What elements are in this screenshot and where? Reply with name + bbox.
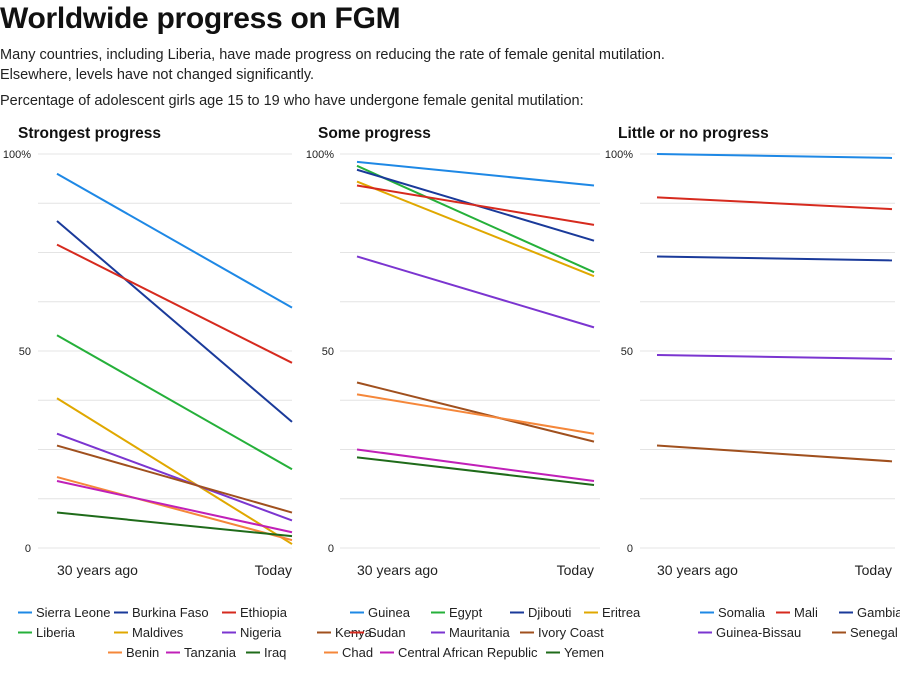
panel-3-series-line-mali bbox=[656, 196, 893, 211]
panel-3-xtick-label: Today bbox=[855, 562, 892, 578]
panel-1-legend-label-ethiopia: Ethiopia bbox=[240, 605, 288, 620]
panel-2-legend-label-eritrea: Eritrea bbox=[602, 605, 641, 620]
panel-2-series-line-eritrea bbox=[356, 180, 595, 278]
panel-3-ytick-label: 100% bbox=[605, 149, 633, 161]
panel-2-xtick-label: 30 years ago bbox=[357, 562, 438, 578]
panel-1-series-line-tanzania bbox=[56, 480, 293, 534]
panel-2-series-line-yemen bbox=[356, 456, 595, 486]
panel-2-series-line-ivory-coast bbox=[356, 381, 595, 443]
panel-1-legend-label-tanzania: Tanzania bbox=[184, 645, 237, 660]
panel-2-series-line-mauritania bbox=[356, 255, 595, 329]
panel-2-series-line-chad bbox=[356, 393, 595, 435]
panel-2-title: Some progress bbox=[318, 125, 431, 142]
panel-3-ytick-label: 0 bbox=[627, 543, 633, 555]
panel-2-series-line-guinea bbox=[356, 160, 595, 187]
panel-3-legend-label-gambia: Gambia bbox=[857, 605, 900, 620]
subtitle-line-1: Many countries, including Liberia, have … bbox=[0, 47, 665, 63]
page-title: Worldwide progress on FGM bbox=[0, 2, 401, 35]
panel-2-xtick-label: Today bbox=[557, 562, 594, 578]
panel-3-series-line-gambia bbox=[656, 255, 893, 262]
panel-1-legend-label-iraq: Iraq bbox=[264, 645, 286, 660]
panel-3-legend-label-guinea-bissau: Guinea-Bissau bbox=[716, 625, 801, 640]
panel-1-legend-label-burkina-faso: Burkina Faso bbox=[132, 605, 209, 620]
panel-2-legend-label-central-african-republic: Central African Republic bbox=[398, 645, 538, 660]
panel-3-ytick-label: 50 bbox=[621, 346, 633, 358]
panel-2-legend-label-sudan: Sudan bbox=[368, 625, 406, 640]
panel-2-legend-label-djibouti: Djibouti bbox=[528, 605, 571, 620]
panel-1-legend-label-maldives: Maldives bbox=[132, 625, 184, 640]
panel-1-series-line-sierra-leone bbox=[56, 172, 293, 309]
panel-2-ytick-label: 50 bbox=[322, 346, 334, 358]
panel-1-series-line-burkina-faso bbox=[56, 220, 293, 423]
panel-1-ytick-label: 0 bbox=[25, 543, 31, 555]
panel-1-legend-label-nigeria: Nigeria bbox=[240, 625, 282, 640]
panel-1-series-line-benin bbox=[56, 476, 293, 542]
panel-2-series-line-egypt bbox=[356, 164, 595, 274]
panel-2-series-line-central-african-republic bbox=[356, 448, 595, 483]
panel-1-ytick-label: 100% bbox=[3, 149, 31, 161]
panel-3-title: Little or no progress bbox=[618, 125, 769, 142]
panel-2-series-line-sudan bbox=[356, 184, 595, 226]
panel-1-series-line-liberia bbox=[56, 334, 293, 471]
panel-2-legend-label-ivory-coast: Ivory Coast bbox=[538, 625, 604, 640]
panel-1-series-line-nigeria bbox=[56, 432, 293, 522]
panel-1-series-line-maldives bbox=[56, 397, 293, 545]
panel-3-xtick-label: 30 years ago bbox=[657, 562, 738, 578]
panel-2-ytick-label: 100% bbox=[306, 149, 334, 161]
panel-1-legend-label-sierra-leone: Sierra Leone bbox=[36, 605, 110, 620]
panel-3-legend-label-somalia: Somalia bbox=[718, 605, 766, 620]
panel-2-legend-label-yemen: Yemen bbox=[564, 645, 604, 660]
panel-2-legend-label-mauritania: Mauritania bbox=[449, 625, 510, 640]
panel-1-series-line-ethiopia bbox=[56, 243, 293, 364]
panel-3-series-line-somalia bbox=[656, 153, 893, 159]
panel-1-xtick-label: 30 years ago bbox=[57, 562, 138, 578]
panel-1-xtick-label: Today bbox=[255, 562, 292, 578]
panel-3-legend-label-mali: Mali bbox=[794, 605, 818, 620]
panel-1-legend-label-benin: Benin bbox=[126, 645, 159, 660]
panel-3-series-line-senegal bbox=[656, 444, 893, 463]
panel-1-series-line-kenya bbox=[56, 444, 293, 514]
panel-3-legend-label-senegal: Senegal bbox=[850, 625, 898, 640]
panel-3-series-line-guinea-bissau bbox=[656, 353, 893, 360]
panel-1-title: Strongest progress bbox=[18, 125, 161, 142]
panel-2-legend-label-guinea: Guinea bbox=[368, 605, 411, 620]
panel-2-legend-label-chad: Chad bbox=[342, 645, 373, 660]
panel-1-series-line-iraq bbox=[56, 511, 293, 538]
subtitle-line-2: Elsewhere, levels have not changed signi… bbox=[0, 67, 315, 83]
panel-2-legend-label-egypt: Egypt bbox=[449, 605, 483, 620]
chart-caption: Percentage of adolescent girls age 15 to… bbox=[0, 93, 584, 109]
panel-1-ytick-label: 50 bbox=[19, 346, 31, 358]
panel-2-ytick-label: 0 bbox=[328, 543, 334, 555]
panel-1-legend-label-liberia: Liberia bbox=[36, 625, 76, 640]
